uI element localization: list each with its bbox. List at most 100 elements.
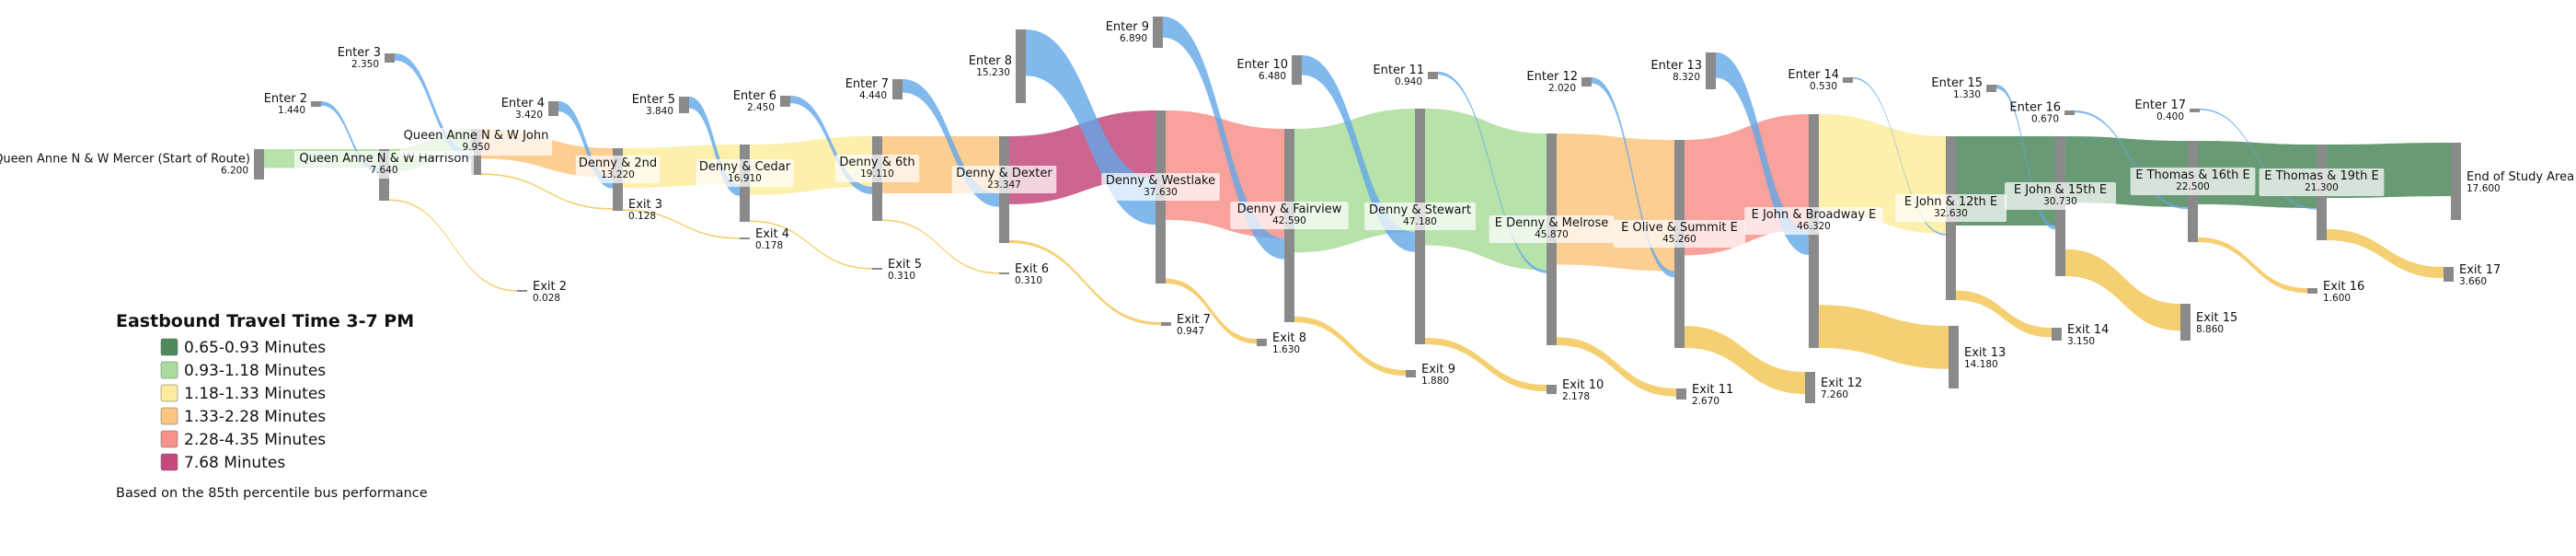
node-label-e14: Enter 140.530 — [1788, 68, 1839, 92]
legend-label: 7.68 Minutes — [184, 454, 285, 472]
node-label-e16: Enter 160.670 — [2009, 101, 2061, 125]
node-value: 19.110 — [860, 168, 894, 180]
link-e7-to-s6 — [903, 79, 999, 207]
node-label-s15: E Thomas & 16th E22.500 — [2130, 168, 2256, 195]
node-name: E John & Broadway E — [1752, 208, 1877, 222]
label-backdrop — [2259, 168, 2385, 196]
node-name: Exit 2 — [533, 280, 567, 294]
node-name: Enter 16 — [2009, 101, 2061, 115]
link-s11-to-x12 — [1685, 326, 1805, 394]
node-bar-e7 — [892, 79, 903, 99]
node-value: 1.330 — [1953, 89, 1981, 100]
node-name: Queen Anne N & W John — [404, 129, 549, 143]
node-value: 0.028 — [533, 293, 560, 304]
link-s9-to-x10 — [1425, 337, 1547, 392]
node-value: 3.660 — [2459, 276, 2487, 287]
node-label-x4: Exit 40.178 — [755, 227, 789, 251]
label-backdrop — [2005, 182, 2116, 210]
node-value: 9.950 — [462, 142, 489, 153]
node-label-s16: E Thomas & 19th E21.300 — [2259, 168, 2385, 196]
node-bar-e14 — [1843, 77, 1853, 83]
node-value: 37.630 — [1144, 187, 1178, 198]
legend-swatch — [160, 407, 178, 425]
node-name: E John & 15th E — [2014, 183, 2107, 197]
node-name: Denny & 6th — [839, 156, 914, 169]
node-name: Exit 17 — [2459, 263, 2501, 277]
node-value: 1.600 — [2323, 293, 2351, 304]
node-bar-e10 — [1292, 55, 1302, 85]
node-bar-e8 — [1016, 29, 1026, 103]
node-name: Exit 10 — [1562, 378, 1604, 392]
node-name: E John & 12th E — [1904, 195, 1997, 209]
node-value: 8.320 — [1673, 72, 1700, 83]
node-label-s12: E John & Broadway E46.320 — [1744, 207, 1883, 235]
node-name: Enter 4 — [501, 97, 545, 110]
node-value: 45.870 — [1535, 229, 1569, 240]
node-name: Enter 5 — [632, 93, 675, 107]
node-value: 6.480 — [1259, 71, 1286, 82]
node-value: 16.910 — [728, 173, 762, 184]
node-bar-x4 — [740, 237, 750, 239]
node-label-x3: Exit 30.128 — [628, 198, 662, 222]
legend-item: 1.33-2.28 Minutes — [160, 407, 326, 426]
label-backdrop — [1230, 202, 1349, 229]
label-backdrop — [1613, 220, 1746, 248]
label-backdrop — [1101, 173, 1220, 201]
legend-label: 0.65-0.93 Minutes — [184, 339, 326, 357]
legend-swatch — [160, 430, 178, 448]
link-s4-to-x5 — [750, 220, 872, 270]
node-bar-x17 — [2444, 267, 2454, 282]
node-name: Denny & 2nd — [579, 156, 657, 170]
node-value: 1.880 — [1421, 376, 1449, 387]
node-bar-e9 — [1153, 17, 1163, 48]
node-name: Enter 7 — [845, 77, 889, 91]
node-bar-end — [2451, 143, 2461, 220]
legend-item: 7.68 Minutes — [160, 453, 285, 472]
node-label-e17: Enter 170.400 — [2134, 98, 2186, 122]
link-s12-to-x13 — [1819, 305, 1949, 369]
node-name: Exit 4 — [755, 227, 789, 241]
legend-swatch — [160, 338, 178, 356]
node-value: 0.947 — [1177, 326, 1204, 337]
legend-item: 0.93-1.18 Minutes — [160, 361, 326, 380]
node-value: 47.180 — [1403, 216, 1437, 227]
node-bar-x3 — [613, 208, 623, 210]
node-name: E Thomas & 16th E — [2135, 168, 2250, 182]
link-s5-to-x6 — [882, 219, 999, 274]
node-name: End of Study Area — [2467, 170, 2574, 184]
node-name: Denny & Westlake — [1106, 174, 1215, 188]
legend: Eastbound Travel Time 3-7 PM 0.65-0.93 M… — [116, 311, 428, 501]
node-bar-start — [254, 149, 264, 180]
link-e15-to-s14 — [1996, 85, 2055, 230]
node-name: E Olive & Summit E — [1621, 221, 1738, 235]
node-label-x6: Exit 60.310 — [1015, 262, 1049, 286]
link-s10-to-s11 — [1557, 133, 1674, 272]
node-bar-x15 — [2180, 304, 2191, 341]
link-s6-to-x7 — [1009, 239, 1161, 326]
node-label-x12: Exit 127.260 — [1821, 376, 1862, 400]
node-label-e11: Enter 110.940 — [1373, 64, 1424, 87]
node-value: 2.450 — [747, 102, 775, 113]
node-name: Enter 15 — [1931, 76, 1983, 90]
node-bar-e5 — [679, 97, 689, 113]
link-e14-to-s13 — [1853, 77, 1946, 236]
node-bar-x14 — [2052, 328, 2062, 341]
node-value: 42.590 — [1272, 215, 1306, 226]
node-value: 2.020 — [1548, 83, 1576, 94]
node-name: Enter 13 — [1650, 59, 1702, 73]
footnote: Based on the 85th percentile bus perform… — [116, 486, 428, 501]
node-bar-e4 — [548, 101, 558, 116]
legend-items: 0.65-0.93 Minutes 0.93-1.18 Minutes 1.18-1… — [160, 338, 326, 472]
node-name: Denny & Fairview — [1237, 203, 1342, 216]
link-e2-to-s1 — [321, 101, 379, 173]
node-label-e5: Enter 53.840 — [632, 93, 675, 117]
node-name: Enter 14 — [1788, 68, 1839, 82]
node-name: Enter 2 — [264, 92, 307, 106]
node-label-s11: E Olive & Summit E45.260 — [1613, 220, 1746, 248]
legend-item: 2.28-4.35 Minutes — [160, 430, 326, 449]
